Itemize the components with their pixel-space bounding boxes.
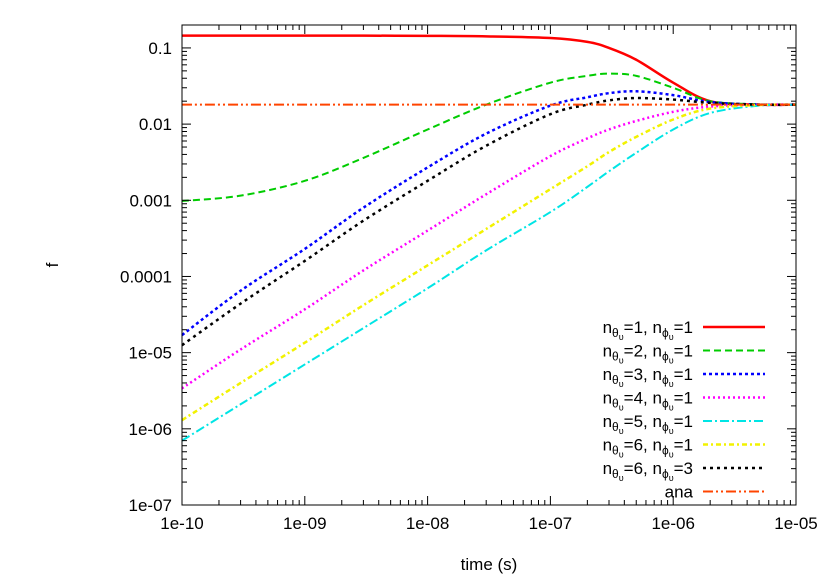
legend-text-part: n bbox=[652, 412, 661, 431]
legend-text-part: θ bbox=[612, 326, 619, 340]
legend-text-part: n bbox=[603, 342, 612, 361]
y-tick-label: 0.01 bbox=[139, 115, 172, 134]
legend-text-part: υ bbox=[619, 379, 624, 389]
x-tick-label: 1e-05 bbox=[774, 514, 817, 533]
legend-text-part: υ bbox=[669, 332, 674, 342]
legend-text-part: υ bbox=[669, 356, 674, 366]
legend-text-part: θ bbox=[612, 397, 619, 411]
legend-text-part: n bbox=[603, 365, 612, 384]
legend-text-part: =1 bbox=[674, 412, 693, 431]
series-line-s2 bbox=[181, 72, 797, 202]
legend-text-part: n bbox=[603, 436, 612, 455]
legend-text-part: =3, bbox=[624, 365, 653, 384]
x-tick-label: 1e-09 bbox=[283, 514, 326, 533]
legend-label-s8: ana bbox=[665, 483, 694, 502]
series-line-s5 bbox=[181, 103, 797, 442]
legend-text-part: θ bbox=[612, 420, 619, 434]
legend-label-s5: nθυ=5, nϕυ=1 bbox=[603, 412, 693, 436]
legend-text-part: n bbox=[652, 318, 661, 337]
y-tick-label: 1e-07 bbox=[129, 496, 172, 515]
legend-text-part: υ bbox=[619, 332, 624, 342]
series-line-s7 bbox=[181, 96, 797, 347]
legend-text-part: θ bbox=[612, 467, 619, 481]
series-line-s1 bbox=[182, 34, 797, 107]
series-layer bbox=[181, 34, 797, 442]
series-line-s3 bbox=[181, 89, 797, 337]
legend-text-part: =1, bbox=[624, 318, 653, 337]
legend-text-part: θ bbox=[612, 373, 619, 387]
legend-label-s1: nθυ=1, nϕυ=1 bbox=[603, 318, 693, 342]
legend-text-part: υ bbox=[619, 450, 624, 460]
legend-text-part: υ bbox=[669, 379, 674, 389]
plot-frame bbox=[181, 24, 797, 506]
legend-text-part: =1 bbox=[674, 436, 693, 455]
legend-text-part: n bbox=[603, 412, 612, 431]
legend-text-part: =1 bbox=[674, 389, 693, 408]
legend-text-part: ϕ bbox=[662, 444, 669, 458]
legend-text-part: ϕ bbox=[662, 326, 669, 340]
legend-text-part: ϕ bbox=[662, 420, 669, 434]
legend-label-s7: nθυ=6, nϕυ=3 bbox=[603, 459, 693, 483]
legend-text-part: θ bbox=[612, 444, 619, 458]
y-tick-label: 0.0001 bbox=[120, 267, 172, 286]
legend-label-s4: nθυ=4, nϕυ=1 bbox=[603, 389, 693, 413]
y-axis-label: f bbox=[43, 262, 62, 267]
legend-label-s3: nθυ=3, nϕυ=1 bbox=[603, 365, 693, 389]
y-tick-label: 1e-05 bbox=[129, 344, 172, 363]
legend-text-part: υ bbox=[669, 450, 674, 460]
x-axis-label: time (s) bbox=[461, 555, 518, 574]
legend-label-s2: nθυ=2, nϕυ=1 bbox=[603, 342, 693, 366]
legend-text-part: n bbox=[652, 459, 661, 478]
legend-text-part: =3 bbox=[674, 459, 693, 478]
x-tick-label: 1e-10 bbox=[160, 514, 203, 533]
series-line-s6 bbox=[181, 103, 797, 422]
legend-text-part: υ bbox=[669, 403, 674, 413]
legend-text-part: =1 bbox=[674, 365, 693, 384]
legend-text-part: =5, bbox=[624, 412, 653, 431]
x-tick-label: 1e-08 bbox=[406, 514, 449, 533]
legend-text-part: n bbox=[652, 342, 661, 361]
legend-text-part: n bbox=[652, 365, 661, 384]
legend-text-part: =6, bbox=[624, 459, 653, 478]
legend-text-part: ϕ bbox=[662, 373, 669, 387]
legend-text-part: υ bbox=[669, 473, 674, 483]
legend-text-part: υ bbox=[619, 356, 624, 366]
legend-text-part: n bbox=[603, 459, 612, 478]
y-tick-label: 0.001 bbox=[129, 191, 172, 210]
legend-text-part: =1 bbox=[674, 318, 693, 337]
series-line-s4 bbox=[181, 103, 797, 390]
legend-text-part: υ bbox=[619, 403, 624, 413]
x-tick-label: 1e-06 bbox=[651, 514, 694, 533]
legend-text-part: n bbox=[603, 318, 612, 337]
legend-text-part: υ bbox=[669, 426, 674, 436]
y-tick-label: 0.1 bbox=[148, 39, 172, 58]
y-tick-label: 1e-06 bbox=[129, 420, 172, 439]
legend-text-part: =4, bbox=[624, 389, 653, 408]
legend-text-part: =2, bbox=[624, 342, 653, 361]
legend-text-part: n bbox=[652, 389, 661, 408]
legend-text-part: =1 bbox=[674, 342, 693, 361]
legend-text-part: υ bbox=[619, 473, 624, 483]
legend-text-part: ϕ bbox=[662, 350, 669, 364]
legend-text-part: =6, bbox=[624, 436, 653, 455]
tick-layer: 1e-10 1e-09 1e-08 1e-07 1e-06 1e-05 1e-07 1e-06… bbox=[120, 24, 818, 533]
x-tick-label: 1e-07 bbox=[529, 514, 572, 533]
legend-text-part: n bbox=[652, 436, 661, 455]
legend-label-s6: nθυ=6, nϕυ=1 bbox=[603, 436, 693, 460]
legend-text-part: ϕ bbox=[662, 397, 669, 411]
legend-text-part: θ bbox=[612, 350, 619, 364]
legend-text-part: ϕ bbox=[662, 467, 669, 481]
legend-text-part: υ bbox=[619, 426, 624, 436]
legend-text-part: n bbox=[603, 389, 612, 408]
